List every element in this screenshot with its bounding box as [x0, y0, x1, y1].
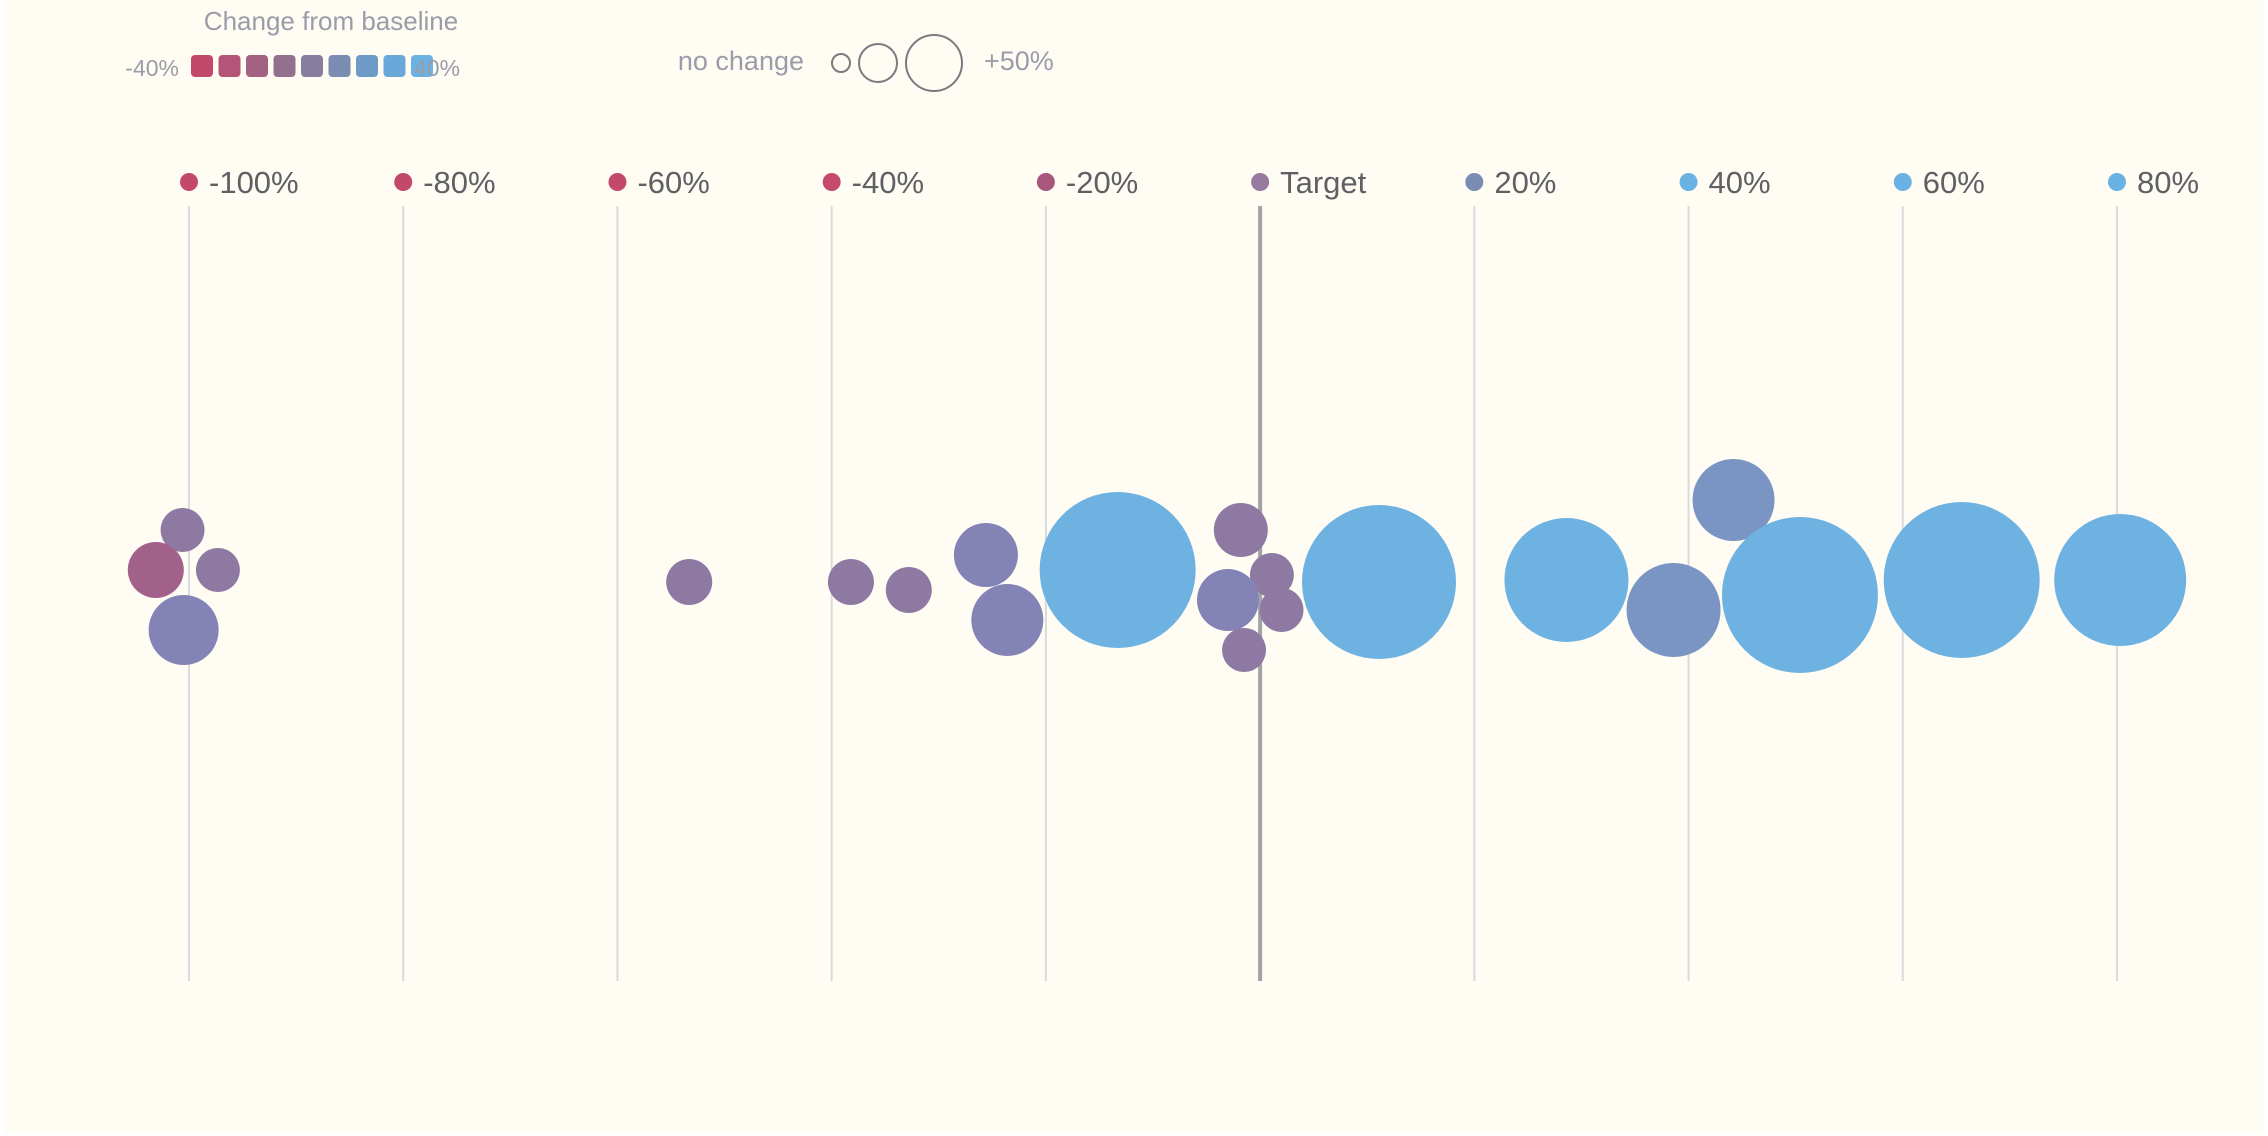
tick-label: 60%: [1923, 165, 1985, 200]
tick-label: -60%: [637, 165, 709, 200]
tick-marker-dot: [822, 173, 841, 191]
data-bubble: [1721, 517, 1878, 673]
size-legend-min-label: no change: [678, 46, 804, 76]
color-legend-swatches: [191, 55, 433, 77]
color-legend: Change from baseline -40% 40%: [125, 6, 460, 81]
color-swatch: [411, 55, 433, 77]
gridlines: [188, 206, 2118, 981]
data-bubble: [827, 559, 874, 605]
color-legend-min-label: -40%: [125, 55, 179, 81]
data-bubble: [1249, 553, 1294, 597]
color-swatch: [383, 55, 406, 77]
tick-marker-dot: [2108, 173, 2126, 191]
color-swatch: [191, 55, 213, 77]
data-bubble: [1626, 563, 1721, 657]
data-bubble: [1883, 502, 2040, 658]
tick-label: -40%: [852, 165, 924, 200]
color-swatch: [301, 55, 323, 77]
tick-marker-dot: [608, 173, 627, 191]
bubble-chart: Change from baseline -40% 40% no change …: [5, 0, 2263, 1133]
data-bubble: [1222, 628, 1267, 672]
color-swatch: [328, 55, 351, 77]
data-bubble: [1259, 588, 1304, 632]
data-bubble: [1213, 503, 1268, 557]
tick-label: 20%: [1494, 165, 1556, 200]
tick-label: 40%: [1709, 165, 1771, 200]
tick-label: -20%: [1066, 165, 1138, 200]
tick-marker-dot: [394, 173, 413, 191]
color-swatch: [356, 55, 378, 77]
data-bubble: [160, 508, 205, 552]
data-bubble: [971, 584, 1044, 656]
color-swatch: [273, 55, 296, 77]
tick-marker-dot: [180, 173, 198, 191]
size-legend-large-circle: [905, 34, 963, 92]
data-bubble: [148, 595, 219, 665]
color-swatch: [246, 55, 268, 77]
data-bubble: [953, 523, 1018, 587]
axis-ticks: -100% -80% -60% -40% -20% Target 20% 40% 60% 80%: [180, 165, 2199, 200]
data-bubble: [1692, 459, 1775, 541]
data-bubble: [127, 542, 184, 598]
data-bubble: [1196, 569, 1259, 631]
tick-label: 80%: [2137, 165, 2199, 200]
size-legend: no change +50%: [678, 34, 1054, 92]
data-bubble: [1504, 518, 1629, 642]
tick-label: Target: [1280, 165, 1367, 200]
tick-marker-dot: [1679, 173, 1698, 191]
size-legend-medium-circle: [858, 43, 898, 83]
color-swatch: [218, 55, 241, 77]
data-bubble: [2054, 514, 2187, 646]
size-legend-small-circle: [831, 53, 851, 73]
data-bubble: [666, 559, 713, 605]
tick-marker-dot: [1251, 173, 1270, 191]
color-legend-max-label: 40%: [414, 55, 460, 81]
data-bubble: [1302, 505, 1457, 659]
tick-marker-dot: [1465, 173, 1484, 191]
tick-marker-dot: [1893, 173, 1912, 191]
data-bubble: [885, 567, 932, 613]
tick-marker-dot: [1036, 173, 1055, 191]
data-bubble: [195, 548, 240, 592]
tick-label: -80%: [423, 165, 495, 200]
bubbles: [127, 459, 2187, 673]
data-bubble: [1039, 492, 1196, 648]
size-legend-max-label: +50%: [984, 46, 1054, 76]
color-legend-title: Change from baseline: [204, 6, 458, 36]
tick-label: -100%: [209, 165, 299, 200]
